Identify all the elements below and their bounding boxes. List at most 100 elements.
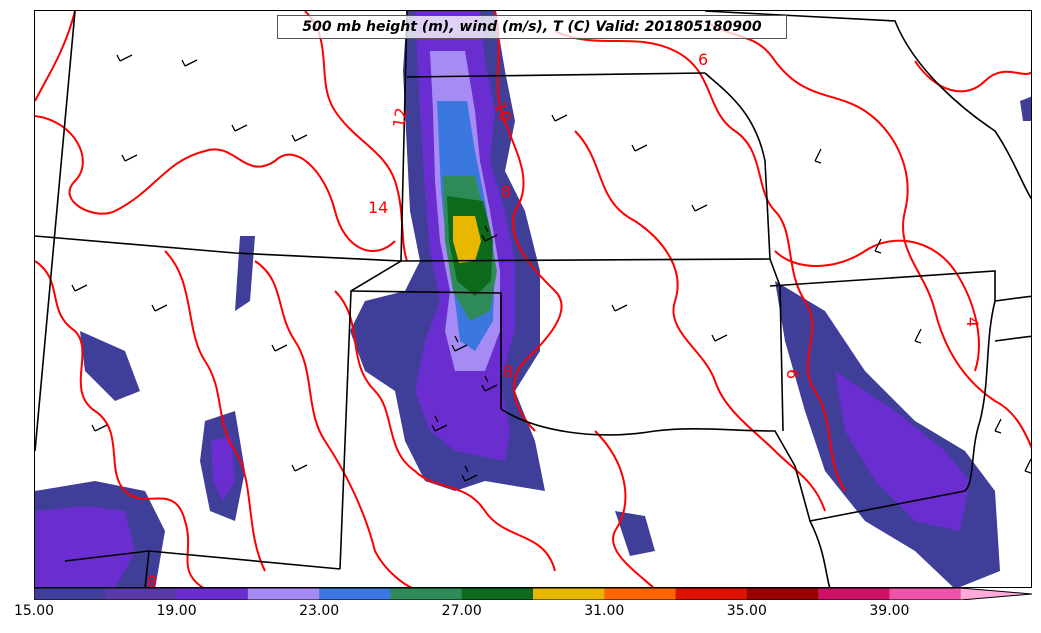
- wind-barb: [116, 54, 133, 62]
- wind-barb: [291, 464, 308, 472]
- colorbar-bin: [960, 588, 1032, 600]
- temp-contour: [164, 250, 266, 572]
- contour-label: 6: [783, 369, 802, 379]
- wind-barb: [994, 418, 1002, 434]
- wind-barb: [151, 304, 168, 312]
- wind-barb: [121, 154, 138, 162]
- colorbar-tick-label: 27.00: [441, 603, 482, 619]
- temp-contour: [594, 430, 655, 587]
- wind-barb: [631, 144, 648, 152]
- arizona-patch-inner: [211, 436, 235, 501]
- state-border: [704, 11, 1031, 200]
- contour-label: 14: [368, 198, 388, 217]
- wind-barb: [181, 59, 198, 67]
- colorbar-bin: [34, 588, 106, 600]
- wind-barb: [711, 334, 728, 342]
- colorbar: [34, 588, 1032, 600]
- state-border: [406, 72, 706, 78]
- colorbar-bin: [319, 588, 391, 600]
- contour-label: 8: [503, 362, 513, 381]
- colorbar-tick-label: 15.00: [13, 603, 55, 619]
- state-border: [704, 72, 784, 432]
- colorbar-bin: [746, 588, 819, 600]
- northeast-patch: [1020, 96, 1031, 121]
- texas-patch: [615, 511, 655, 556]
- wind-barb: [451, 335, 468, 352]
- wind-speed-shading: [35, 11, 1031, 587]
- jet-streak-29: [453, 216, 481, 263]
- state-borders: [35, 11, 1031, 587]
- temp-contour: [334, 290, 556, 572]
- wind-barb: [91, 424, 108, 432]
- contour-label: 12: [389, 106, 411, 129]
- wind-barb: [481, 225, 498, 242]
- southwest-region-inner: [35, 506, 135, 587]
- temp-contour: [554, 30, 846, 492]
- wind-barb: [231, 124, 248, 132]
- colorbar-bin: [176, 588, 249, 600]
- colorbar-bin: [247, 588, 320, 600]
- colorbar-bin: [604, 588, 677, 600]
- temp-contour: [574, 130, 826, 512]
- temp-contour: [774, 239, 980, 372]
- wind-barb: [1024, 458, 1031, 474]
- temp-contour: [704, 20, 1031, 449]
- state-border: [35, 235, 771, 262]
- southeast-band-inner: [835, 371, 970, 531]
- colorbar-tick-label: 39.00: [869, 603, 910, 619]
- colorbar-tick-label: 35.00: [726, 603, 767, 619]
- colorbar-tick-label: 19.00: [156, 603, 197, 619]
- contour-labels: 12 10 14 8 8 6 6 4 8: [147, 50, 982, 588]
- contour-label: 6: [698, 50, 708, 69]
- state-border: [35, 11, 76, 452]
- colorbar-bin: [461, 588, 534, 600]
- colorbar-bin: [105, 588, 178, 600]
- colorbar-bin: [889, 588, 962, 600]
- wind-barb: [481, 375, 498, 392]
- map-panel: 12 10 14 8 8 6 6 4 8: [34, 10, 1032, 588]
- state-border: [769, 270, 1031, 302]
- wind-barb: [551, 114, 568, 122]
- wind-barb: [291, 134, 308, 142]
- colorbar-tick-label: 23.00: [299, 603, 340, 619]
- wind-barb: [461, 465, 478, 482]
- wind-barb: [874, 238, 882, 254]
- colorado-streak: [235, 236, 255, 311]
- state-border: [994, 335, 1031, 342]
- temp-contour: [35, 115, 396, 252]
- wind-barb: [611, 304, 628, 312]
- temp-contour: [304, 11, 408, 262]
- colorbar-outline: [34, 588, 1032, 600]
- wind-barb: [271, 344, 288, 352]
- temp-contour: [35, 11, 76, 102]
- wind-barb: [71, 284, 88, 292]
- state-border: [64, 550, 150, 587]
- temp-contour: [254, 260, 413, 587]
- colorbar-tick-label: 31.00: [584, 603, 625, 619]
- colorbar-bin: [533, 588, 605, 600]
- map-canvas: 12 10 14 8 8 6 6 4 8: [35, 11, 1031, 588]
- wind-barbs: [71, 54, 1031, 482]
- wind-barb: [691, 204, 708, 212]
- state-border: [350, 290, 502, 409]
- contour-label: 8: [501, 182, 511, 201]
- state-border: [148, 550, 341, 570]
- map-title: 500 mb height (m), wind (m/s), T (C) Val…: [277, 15, 787, 39]
- temp-contour: [914, 60, 1031, 93]
- wind-barb: [914, 328, 922, 344]
- contour-label: 4: [963, 317, 982, 327]
- colorbar-bin: [818, 588, 890, 600]
- temp-contour: [494, 11, 563, 432]
- colorbar-bin: [675, 588, 748, 600]
- contour-label: 8: [147, 572, 157, 588]
- state-border: [339, 11, 408, 570]
- wind-barb: [431, 415, 448, 432]
- colorbar-bin: [390, 588, 463, 600]
- wind-barb: [814, 148, 822, 164]
- temp-contour: [35, 260, 204, 587]
- state-border: [500, 408, 796, 467]
- temperature-contours: [35, 11, 1031, 587]
- nevada-streak: [80, 331, 140, 401]
- state-border: [809, 520, 831, 587]
